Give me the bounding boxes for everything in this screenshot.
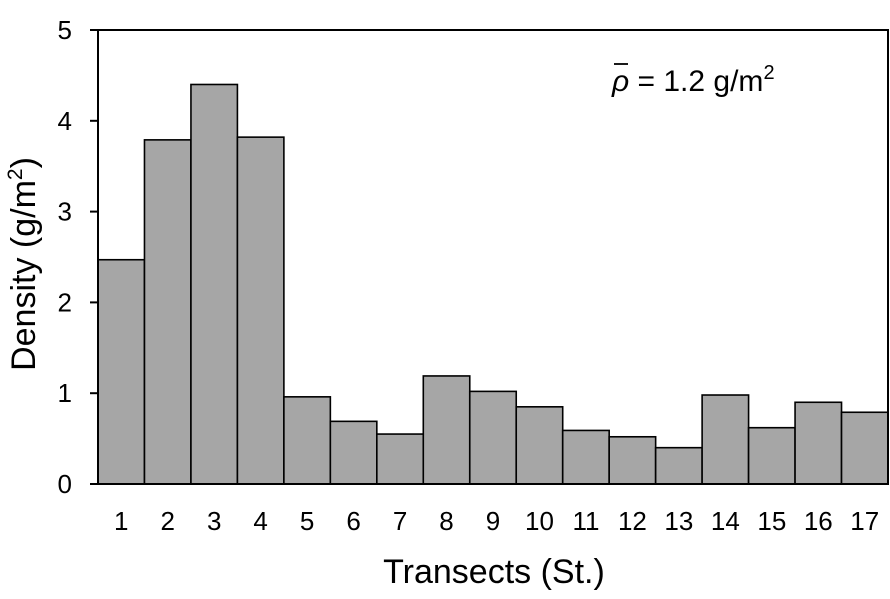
bar-12 xyxy=(608,435,657,485)
x-tick-label-17: 17 xyxy=(850,506,879,536)
bars-group xyxy=(97,83,889,485)
bar-5 xyxy=(283,396,332,485)
y-axis-title-superscript: 2 xyxy=(4,168,27,180)
mean-density-text: = 1.2 g/m xyxy=(629,65,763,98)
bar-2 xyxy=(143,139,192,485)
y-tick-label-0: 0 xyxy=(58,469,72,499)
bar-7 xyxy=(376,433,425,485)
bar-4 xyxy=(236,136,285,485)
mean-density-annotation: ρ = 1.2 g/m2 xyxy=(611,62,775,98)
x-tick-label-11: 11 xyxy=(572,506,599,536)
y-axis-title-main: Density (g/m xyxy=(5,180,43,371)
plot-frame xyxy=(97,29,889,485)
bar-11 xyxy=(561,429,610,485)
bar-3 xyxy=(190,83,239,485)
x-tick-label-14: 14 xyxy=(711,506,740,536)
bar-1 xyxy=(97,258,146,485)
x-axis-title: Transects (St.) xyxy=(383,553,605,591)
y-tick-label-4: 4 xyxy=(58,106,72,136)
y-tick-label-1: 1 xyxy=(58,378,72,408)
bar-9 xyxy=(468,390,518,485)
bar-13 xyxy=(654,446,703,485)
x-tick-label-5: 5 xyxy=(300,506,314,536)
y-tick-label-2: 2 xyxy=(58,287,72,317)
x-tick-label-9: 9 xyxy=(486,506,500,536)
x-axis-tick-labels: 1 2 3 4 5 6 7 8 9 10 11 12 13 14 15 16 17 xyxy=(114,506,879,536)
x-tick-label-10: 10 xyxy=(525,506,554,536)
y-axis-title-end: ) xyxy=(5,157,43,168)
x-tick-label-7: 7 xyxy=(393,506,407,536)
x-tick-label-3: 3 xyxy=(207,506,221,536)
x-tick-label-13: 13 xyxy=(664,506,693,536)
bar-10 xyxy=(515,406,564,485)
x-tick-label-8: 8 xyxy=(439,506,453,536)
x-tick-label-1: 1 xyxy=(114,506,128,536)
bar-17 xyxy=(840,411,889,485)
x-tick-label-6: 6 xyxy=(346,506,360,536)
bar-8 xyxy=(422,375,471,485)
y-axis-ticks: 0 1 2 3 4 5 xyxy=(58,15,98,499)
x-tick-label-2: 2 xyxy=(160,506,174,536)
y-tick-label-3: 3 xyxy=(58,197,72,227)
mean-density-superscript: 2 xyxy=(763,62,774,84)
x-tick-label-4: 4 xyxy=(253,506,267,536)
x-tick-label-12: 12 xyxy=(618,506,647,536)
x-tick-label-16: 16 xyxy=(804,506,833,536)
bar-6 xyxy=(329,420,378,485)
x-tick-label-15: 15 xyxy=(757,506,786,536)
mean-density-symbol: ρ xyxy=(611,65,629,98)
bar-14 xyxy=(701,394,750,485)
y-tick-label-5: 5 xyxy=(58,15,72,45)
bar-16 xyxy=(794,401,843,485)
y-axis-title: Density (g/m2) xyxy=(4,157,43,371)
bar-15 xyxy=(747,426,796,485)
